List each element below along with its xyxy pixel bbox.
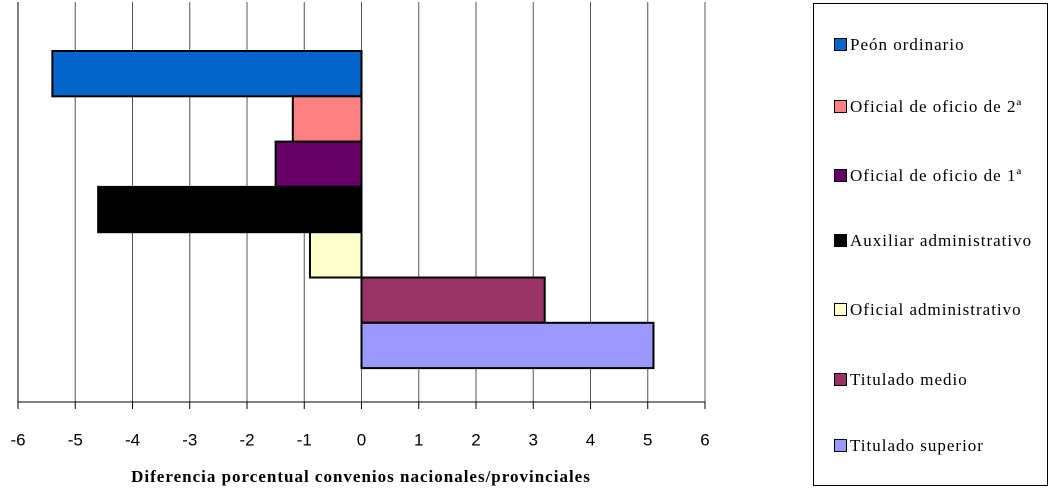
x-tick-label: 0: [357, 430, 366, 449]
legend-marker: [834, 234, 847, 247]
x-tick-label: 6: [700, 430, 709, 449]
legend-marker: [834, 439, 847, 452]
bar: [51, 50, 363, 98]
legend-marker: [834, 169, 847, 182]
legend-marker: [834, 373, 847, 386]
x-tick-label: -1: [297, 430, 312, 449]
legend-label: Titulado medio: [850, 370, 968, 389]
x-tick-label: -2: [239, 430, 254, 449]
x-tick-label: -3: [182, 430, 197, 449]
x-tick-label: -6: [10, 430, 25, 449]
x-tick-label: 5: [643, 430, 652, 449]
x-tick-label: 1: [414, 430, 423, 449]
x-tick-label: 2: [471, 430, 480, 449]
bar: [97, 185, 363, 234]
legend-label: Peón ordinario: [850, 35, 965, 54]
chart: Diferencia porcentual convenios nacional…: [10, 2, 710, 486]
legend-label: Auxiliar administrativo: [850, 231, 1033, 250]
x-tick-label: -5: [68, 430, 83, 449]
bar: [291, 95, 363, 143]
bar: [360, 276, 546, 324]
bar: [308, 231, 363, 279]
x-tick-label: 3: [529, 430, 538, 449]
x-tick-label: 4: [586, 430, 595, 449]
legend-label: Oficial de oficio de 1ª: [850, 166, 1023, 185]
legend-label: Oficial administrativo: [850, 300, 1022, 319]
legend-marker: [834, 303, 847, 316]
x-axis-title: Diferencia porcentual convenios nacional…: [131, 467, 591, 486]
legend-label: Titulado superior: [850, 436, 984, 455]
legend-marker: [834, 38, 847, 51]
bar: [274, 140, 363, 188]
legend-label: Oficial de oficio de 2ª: [850, 97, 1023, 116]
legend-marker: [834, 100, 847, 113]
legend: Peón ordinario Oficial de oficio de 2ª Ofi…: [813, 3, 1048, 486]
bar: [360, 321, 655, 370]
x-tick-label: -4: [125, 430, 140, 449]
